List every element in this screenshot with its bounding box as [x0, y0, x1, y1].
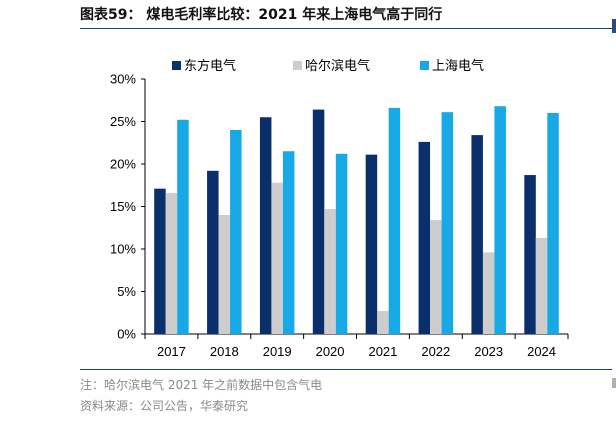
- edge-marker-top: [612, 19, 616, 33]
- x-tick-label: 2020: [316, 344, 345, 359]
- bar: [418, 141, 431, 334]
- chart-title: 图表59： 煤电毛利率比较：2021 年来上海电气高于同行: [80, 7, 443, 23]
- y-tick-label: 30%: [110, 72, 136, 87]
- bar: [524, 175, 536, 334]
- bar: [377, 311, 389, 334]
- bar: [535, 237, 548, 334]
- y-tick-label: 10%: [110, 242, 136, 257]
- chart-source: 资料来源：公司公告，华泰研究: [80, 399, 249, 413]
- footer-divider: [80, 369, 612, 370]
- bar: [335, 153, 348, 334]
- y-tick-label: 25%: [110, 114, 136, 129]
- legend-swatch: [293, 61, 302, 70]
- bar: [324, 209, 336, 334]
- bar-chart: 东方电气 哈尔滨电气 上海电气 0%5%10%15%20%25%30% 2017 20…: [110, 58, 569, 359]
- x-tick-label: 2018: [210, 344, 239, 359]
- bar: [430, 220, 442, 334]
- bar: [282, 151, 295, 334]
- bar: [471, 135, 483, 334]
- bar: [230, 130, 242, 334]
- bar: [207, 170, 219, 334]
- bar: [154, 188, 166, 334]
- x-tick-label: 2022: [421, 344, 450, 359]
- y-tick-label: 15%: [110, 199, 136, 214]
- chart-note: 注：哈尔滨电气 2021 年之前数据中包含气电: [80, 378, 323, 392]
- legend-swatch: [420, 61, 429, 70]
- legend-label: 哈尔滨电气: [305, 58, 370, 74]
- bar-series: [154, 106, 559, 335]
- x-tick-label: 2021: [368, 344, 397, 359]
- bar: [259, 117, 272, 334]
- legend-label: 东方电气: [184, 58, 236, 74]
- bar: [388, 107, 401, 335]
- legend-swatch: [172, 61, 181, 70]
- bar: [547, 113, 559, 334]
- x-tick-label: 2023: [474, 344, 503, 359]
- edge-marker-bottom: [612, 378, 616, 388]
- bar: [494, 106, 506, 334]
- legend-label: 上海电气: [432, 58, 484, 74]
- x-tick-label: 2017: [157, 344, 186, 359]
- bar: [365, 154, 378, 334]
- y-axis: 0% 5% 10% 15% 20% 25% 30%: [110, 72, 146, 342]
- bar: [441, 112, 454, 335]
- bar: [165, 192, 178, 334]
- y-tick-label: 20%: [110, 157, 136, 172]
- y-tick-label: 0%: [117, 327, 136, 342]
- bar: [271, 182, 283, 334]
- chart-legend: 东方电气 哈尔滨电气 上海电气: [172, 58, 484, 74]
- bar: [482, 252, 495, 334]
- x-axis: 2017 2018 2019 2020 2021 2022 2023 2024: [144, 333, 569, 359]
- x-tick-label: 2024: [527, 344, 556, 359]
- y-tick-label: 5%: [117, 284, 136, 299]
- bar: [218, 215, 231, 334]
- bar: [312, 109, 325, 334]
- bar: [177, 119, 189, 334]
- x-tick-label: 2019: [263, 344, 292, 359]
- title-divider: [80, 28, 612, 29]
